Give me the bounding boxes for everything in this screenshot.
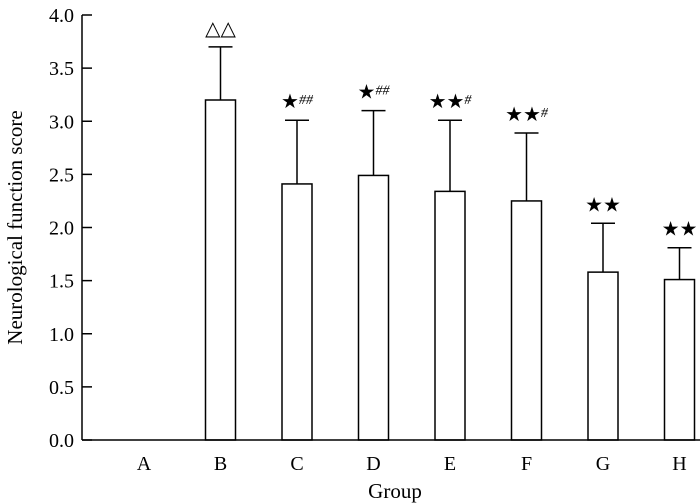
y-tick-label: 4.0 — [49, 5, 74, 27]
bar-c — [281, 183, 313, 441]
bar-f — [510, 200, 543, 441]
y-tick-label: 1.5 — [49, 271, 74, 293]
x-tick-label: C — [290, 453, 303, 475]
y-tick-label: 3.5 — [49, 58, 74, 80]
y-axis-title: Neurological function score — [3, 110, 27, 344]
annotation-e: ★★# — [429, 89, 473, 113]
bar-g — [587, 271, 619, 441]
y-axis-ticks: 0.0 0.5 1.0 1.5 2.0 2.5 3.0 3.5 4.0 — [49, 5, 92, 452]
x-tick-label: A — [137, 453, 152, 475]
x-tick-label: H — [672, 453, 686, 475]
bar-d — [357, 174, 390, 441]
annotation-c: ★## — [281, 89, 314, 113]
error-bar-e — [438, 119, 462, 192]
bars — [204, 99, 696, 441]
x-tick-label: D — [366, 453, 380, 475]
annotation-b: △△ — [205, 16, 236, 40]
error-bar-f — [514, 132, 539, 201]
error-bar-h — [667, 246, 692, 280]
annotation-f: ★★# — [505, 102, 549, 126]
x-tick-label: F — [521, 453, 532, 475]
error-bar-c — [285, 119, 309, 184]
x-axis-title: Group — [368, 479, 422, 503]
error-bar-b — [208, 46, 233, 100]
y-tick-label: 3.0 — [49, 111, 74, 133]
significance-annotations: △△ ★## ★## ★★# ★★# ★★ ★★ — [205, 16, 697, 241]
y-tick-label: 0.5 — [49, 377, 74, 399]
bar-h — [663, 278, 696, 441]
error-bar-d — [361, 109, 386, 176]
x-tick-label: E — [444, 453, 456, 475]
y-tick-label: 0.0 — [49, 430, 74, 452]
x-tick-label: B — [214, 453, 227, 475]
x-tick-label: G — [596, 453, 610, 475]
y-tick-label: 2.0 — [49, 218, 74, 240]
error-bar-g — [591, 222, 615, 273]
bar-b — [204, 99, 237, 441]
annotation-h: ★★ — [662, 217, 698, 241]
bar-e — [434, 190, 466, 441]
y-tick-label: 2.5 — [49, 164, 74, 186]
error-bars — [208, 46, 692, 280]
annotation-g: ★★ — [585, 192, 621, 216]
y-tick-label: 1.0 — [49, 324, 74, 346]
x-axis-ticks: A B C D E F G H — [137, 453, 687, 475]
annotation-d: ★## — [358, 80, 391, 104]
